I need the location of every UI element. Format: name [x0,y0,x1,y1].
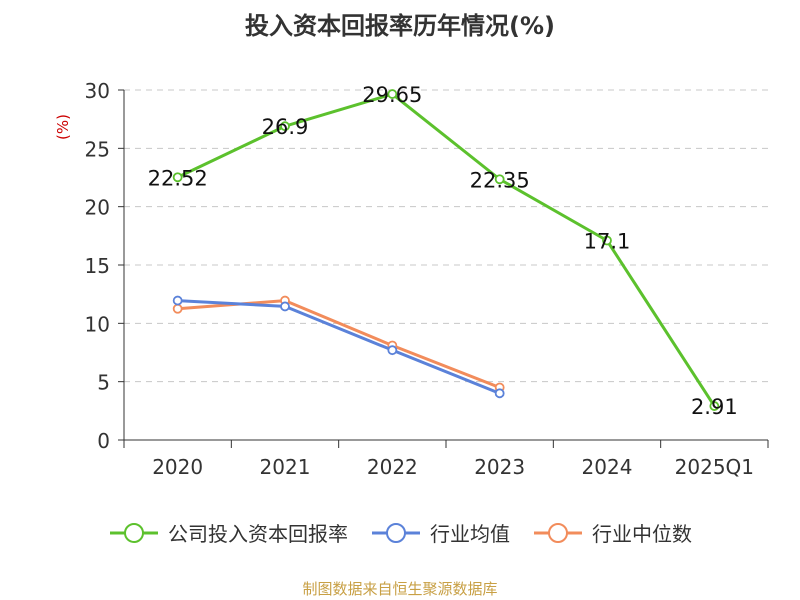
x-tick-label: 2020 [152,455,203,479]
data-point [172,303,183,314]
data-point [387,89,398,99]
y-tick-label: 0 [97,429,110,453]
x-tick-label: 2025Q1 [675,455,754,479]
legend-marker-icon [372,522,420,543]
y-tick-label: 20 [85,196,110,220]
series-line-1 [177,299,501,395]
y-tick-label: 30 [85,79,110,103]
legend: 公司投入资本回报率 行业均值 行业中位数 [0,518,800,547]
axes: 0 5 10 15 20 25 30 2020 2021 2022 2023 2024 2025Q1 [85,79,769,479]
legend-label: 行业中位数 [592,522,692,546]
data-label: 29.65 [362,83,422,107]
data-label: 17.1 [584,230,631,254]
data-label: 22.35 [470,168,530,192]
data-point [387,345,398,356]
x-tick-label: 2021 [260,455,311,479]
legend-marker-icon [534,522,582,543]
source-text: 制图数据来自恒生聚源数据库 [302,580,498,598]
chart-title: 投入资本回报率历年情况(%) [245,12,555,40]
y-tick-label: 5 [97,371,110,395]
data-point [494,388,505,399]
data-point [280,301,290,312]
legend-marker-icon [110,522,158,543]
legend-item-2[interactable]: 行业中位数 [532,518,692,547]
x-tick-label: 2024 [582,455,633,479]
y-axis-label: (%) [54,114,72,140]
series-lines [172,89,720,411]
data-label: 2.91 [691,395,738,419]
data-label: 22.52 [148,166,208,190]
legend-label: 公司投入资本回报率 [168,522,348,546]
y-tick-label: 25 [85,137,110,161]
data-point [709,401,720,411]
series-line-0 [177,92,716,407]
data-point [602,235,612,246]
data-point [494,174,505,185]
x-tick-label: 2022 [367,455,418,479]
legend-label: 行业均值 [430,522,510,546]
data-point [172,295,183,306]
data-label: 26.9 [262,115,309,139]
y-tick-label: 15 [85,254,110,278]
y-tick-label: 10 [85,312,110,336]
data-labels: 22.52 26.9 29.65 22.35 17.1 2.91 [148,83,738,419]
data-point [172,172,183,183]
legend-item-1[interactable]: 行业均值 [370,518,510,547]
data-point [280,121,290,132]
legend-item-0[interactable]: 公司投入资本回报率 [108,518,348,547]
grid-lines [124,89,768,383]
x-tick-label: 2023 [474,455,525,479]
